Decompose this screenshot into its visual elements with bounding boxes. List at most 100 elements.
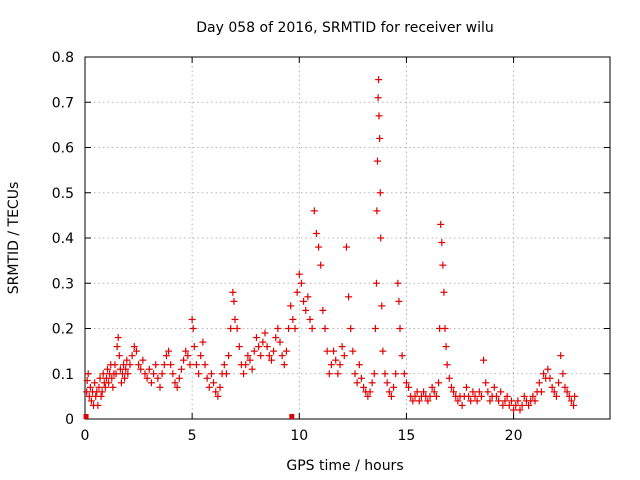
data-point — [162, 352, 170, 360]
data-point — [540, 370, 548, 378]
data-point — [310, 207, 318, 215]
data-point — [115, 352, 123, 360]
data-point — [507, 397, 515, 405]
data-point — [364, 392, 372, 400]
data-point — [287, 302, 295, 310]
data-point — [112, 370, 120, 378]
data-point — [546, 374, 554, 382]
data-point — [192, 361, 200, 369]
data-point — [101, 383, 109, 391]
data-point — [450, 388, 458, 396]
data-point — [351, 370, 359, 378]
data-point — [462, 383, 470, 391]
data-point — [128, 352, 136, 360]
y-tick-label: 0.8 — [52, 50, 74, 66]
data-point — [447, 383, 455, 391]
data-point — [84, 370, 92, 378]
data-point — [332, 356, 340, 364]
data-point — [95, 383, 103, 391]
data-point — [360, 383, 368, 391]
grid — [85, 57, 610, 419]
data-point — [297, 279, 305, 287]
data-point — [158, 370, 166, 378]
data-point — [552, 392, 560, 400]
data-point — [400, 370, 408, 378]
data-point — [104, 365, 111, 373]
data-point — [139, 356, 147, 364]
data-point — [263, 343, 271, 351]
data-point — [379, 347, 387, 355]
data-point — [323, 347, 331, 355]
data-point — [199, 338, 207, 346]
data-point — [285, 325, 293, 332]
data-point — [387, 392, 395, 400]
y-tick-label: 0 — [65, 412, 74, 428]
data-point — [124, 370, 132, 378]
data-point — [220, 361, 228, 369]
data-point — [130, 343, 138, 351]
data-point — [143, 374, 151, 382]
data-point — [458, 401, 466, 409]
data-point — [441, 325, 449, 332]
data-point — [203, 374, 211, 382]
data-point — [371, 325, 379, 332]
data-point — [428, 383, 436, 391]
data-point — [325, 370, 333, 378]
data-point — [465, 392, 473, 400]
data-point — [357, 374, 365, 382]
data-point — [165, 347, 173, 355]
data-point — [91, 379, 99, 387]
data-point — [378, 302, 386, 310]
data-point — [376, 134, 384, 142]
data-point — [420, 388, 428, 396]
data-point — [567, 397, 575, 405]
data-point — [188, 315, 196, 323]
data-point — [255, 343, 263, 351]
x-tick-label: 20 — [505, 428, 523, 444]
data-point — [186, 361, 194, 369]
data-point — [240, 370, 248, 378]
data-point — [349, 347, 357, 355]
data-point — [201, 361, 209, 369]
data-point — [306, 315, 314, 323]
data-point — [177, 365, 185, 373]
data-point — [537, 388, 545, 396]
data-point — [503, 392, 511, 400]
data-point — [171, 379, 179, 387]
data-point — [402, 379, 410, 387]
data-point — [424, 397, 432, 405]
chart-title: Day 058 of 2016, SRMTID for receiver wil… — [196, 20, 494, 36]
data-point — [548, 383, 556, 391]
data-point — [531, 397, 539, 405]
x-tick-label: 10 — [290, 428, 308, 444]
data-point — [182, 347, 190, 355]
data-point — [231, 315, 239, 323]
data-point — [516, 406, 524, 414]
data-point — [312, 229, 320, 237]
data-point — [439, 261, 447, 269]
data-point — [252, 334, 260, 342]
data-point — [469, 388, 477, 396]
data-point — [83, 414, 89, 419]
data-point — [501, 397, 509, 405]
data-point — [443, 361, 451, 369]
data-point — [289, 414, 295, 419]
data-point — [413, 388, 421, 396]
data-point — [150, 370, 158, 378]
data-point — [83, 377, 91, 385]
data-point — [334, 370, 342, 378]
data-point — [473, 397, 481, 405]
data-point — [175, 374, 183, 382]
data-point — [132, 347, 140, 355]
data-point — [440, 288, 448, 296]
data-point — [395, 297, 403, 305]
data-point — [302, 306, 310, 314]
data-point — [94, 401, 102, 409]
data-point — [257, 352, 265, 360]
data-point — [147, 379, 155, 387]
data-point — [372, 279, 380, 287]
data-point — [355, 361, 363, 369]
data-point — [173, 383, 181, 391]
x-tick-label: 5 — [188, 428, 197, 444]
